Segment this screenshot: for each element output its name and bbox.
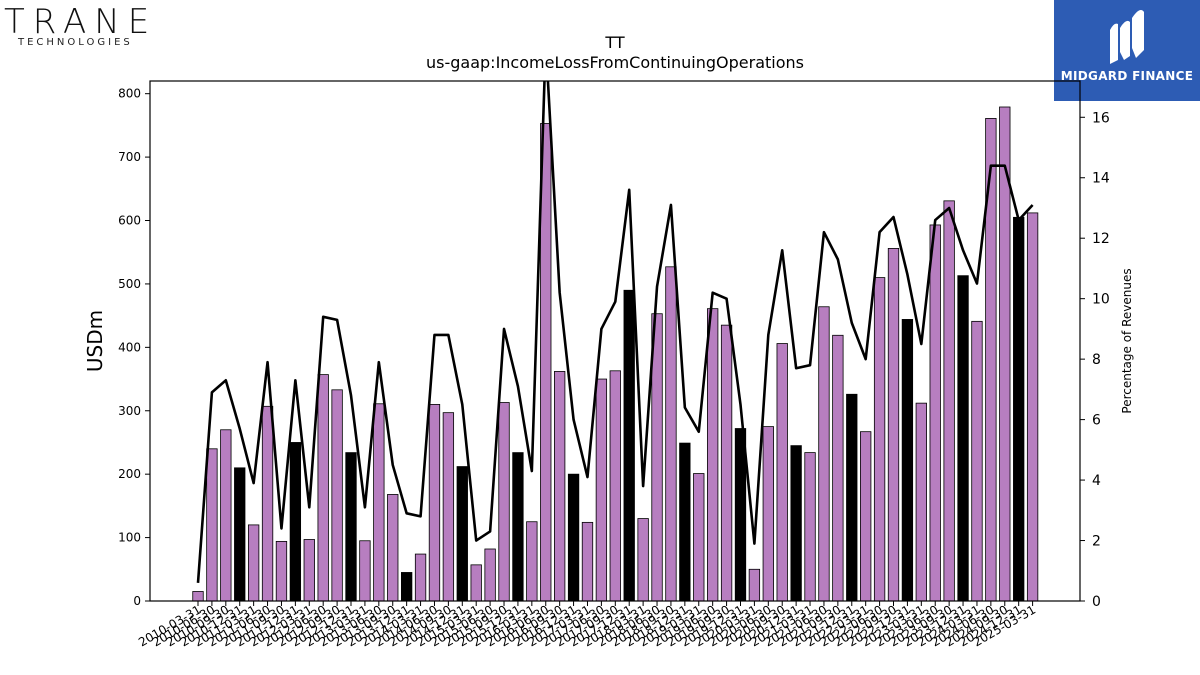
bar — [609, 370, 621, 602]
bar — [665, 266, 677, 602]
bar — [331, 389, 343, 602]
percentage-line — [196, 81, 1034, 583]
bar — [554, 371, 566, 602]
bar — [790, 445, 802, 602]
bar — [387, 494, 399, 602]
bar — [581, 521, 594, 602]
y2-tick-label: 10 — [1092, 292, 1110, 308]
y2-tick-label: 8 — [1092, 352, 1101, 368]
bar — [317, 374, 329, 602]
bar — [804, 452, 816, 602]
bar — [247, 524, 260, 602]
bar — [762, 426, 774, 602]
bar — [512, 452, 524, 602]
bar — [373, 403, 385, 602]
bar — [776, 343, 788, 602]
y-tick-label: 100 — [118, 531, 141, 545]
bar — [832, 334, 844, 602]
bar — [261, 405, 274, 602]
bar — [720, 324, 733, 602]
bar — [623, 289, 635, 602]
bar — [234, 467, 246, 602]
bar — [860, 431, 872, 602]
y-tick-label: 500 — [118, 277, 141, 291]
bar — [846, 393, 858, 602]
bar — [275, 540, 288, 602]
y2-axis-label: Percentage of Revenues — [1120, 268, 1134, 413]
chart-metric-title: us-gaap:IncomeLossFromContinuingOperatio… — [426, 53, 804, 72]
bar — [428, 404, 441, 602]
y-tick-label: 400 — [118, 340, 141, 354]
bar — [707, 308, 719, 602]
y2-tick-label: 6 — [1092, 413, 1101, 429]
bar — [526, 521, 538, 602]
bar — [303, 539, 315, 602]
bar — [414, 553, 427, 602]
y-tick-label: 800 — [118, 87, 141, 101]
y-tick-label: 300 — [118, 404, 141, 418]
bar — [456, 466, 468, 602]
midgard-logo-text: MIDGARD FINANCE — [1060, 69, 1194, 83]
bar — [1026, 212, 1039, 602]
y2-tick-label: 14 — [1092, 171, 1110, 187]
bar — [470, 564, 482, 602]
y2-tick-label: 16 — [1092, 110, 1110, 126]
y-tick-label: 0 — [133, 594, 141, 608]
y-axis-label: USDm — [83, 310, 107, 372]
midgard-logo: MIDGARD FINANCE — [1054, 0, 1200, 101]
y2-tick-label: 2 — [1092, 534, 1101, 550]
trane-logo: TRANE TECHNOLOGIES — [0, 0, 170, 56]
bar — [818, 306, 830, 602]
bar — [887, 248, 900, 602]
trane-logo-subtitle: TECHNOLOGIES — [18, 37, 133, 48]
y2-tick-label: 0 — [1092, 594, 1101, 610]
bar — [901, 319, 914, 602]
bar — [637, 518, 649, 602]
bar — [873, 277, 886, 602]
bar — [345, 452, 357, 602]
bar — [748, 568, 761, 602]
y-tick-label: 200 — [118, 467, 141, 481]
bar — [484, 548, 496, 602]
bar — [679, 442, 691, 602]
bar — [442, 412, 455, 602]
plot-area: 0100200300400500600700800024681012141620… — [83, 80, 1134, 649]
bar — [400, 572, 413, 602]
y2-tick-label: 12 — [1092, 231, 1110, 247]
bar — [957, 275, 969, 602]
bar — [915, 402, 927, 602]
midgard-emblem-icon — [1110, 10, 1144, 65]
trane-logo-wordmark: TRANE — [4, 2, 158, 42]
bar — [595, 378, 608, 602]
bar — [1013, 216, 1025, 602]
bar — [567, 473, 580, 602]
y2-tick-label: 4 — [1092, 473, 1101, 489]
y-tick-label: 700 — [118, 150, 141, 164]
chart-ticker-title: TT — [604, 33, 624, 52]
bar — [929, 224, 941, 602]
bar — [734, 428, 747, 602]
bar — [220, 429, 232, 602]
bar — [289, 442, 302, 602]
bar — [192, 591, 204, 602]
bar — [943, 200, 955, 602]
bar — [498, 402, 510, 602]
y-tick-label: 600 — [118, 214, 141, 228]
bar — [693, 473, 705, 602]
bar — [971, 320, 983, 602]
bar — [359, 540, 371, 602]
bar — [206, 448, 218, 602]
